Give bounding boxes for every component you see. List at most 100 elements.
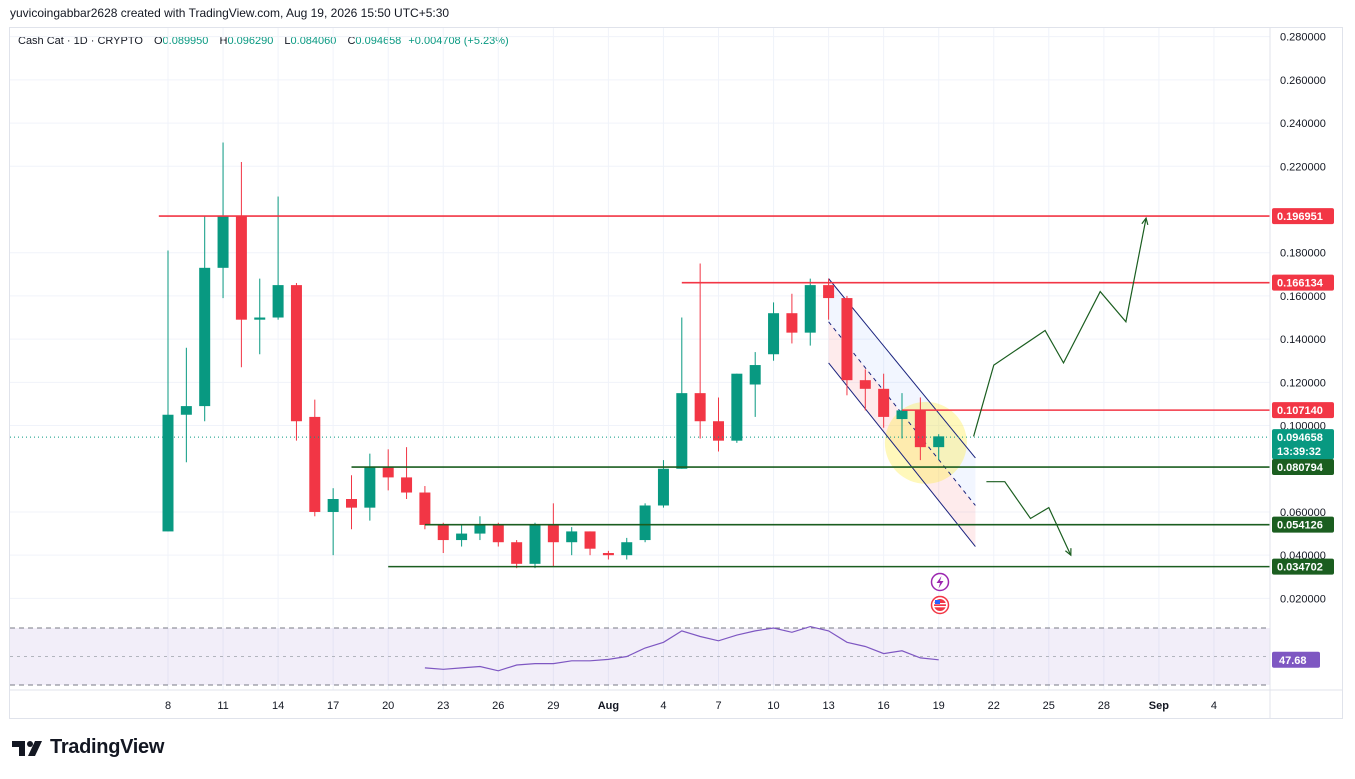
candle (401, 447, 413, 500)
x-tick-label: 14 (272, 700, 284, 712)
rsi-line (424, 625, 939, 672)
y-tick-label: 0.280000 (1280, 32, 1326, 44)
candle (878, 373, 890, 428)
open-key: O (153, 35, 163, 47)
level-price-tag: 0.196951 (1272, 208, 1334, 225)
candle (694, 263, 706, 439)
candle-body (456, 533, 468, 541)
candle (511, 540, 523, 569)
candle (309, 399, 321, 517)
candle-body (254, 317, 266, 320)
candle-body (346, 499, 357, 508)
candle-body (878, 388, 890, 417)
last-price-tag-bg (1272, 429, 1334, 460)
candle-body (731, 373, 743, 441)
level-tag-bg (1272, 274, 1334, 291)
symbol-label[interactable]: Cash Cat · 1D · CRYPTO (18, 35, 143, 47)
candle (162, 250, 174, 532)
lightning-event-icon[interactable] (930, 572, 950, 592)
candle-body (547, 524, 559, 543)
candle-body (162, 414, 174, 532)
candle-body (529, 524, 541, 564)
candle (933, 434, 945, 461)
candle-body (914, 410, 926, 448)
candle (272, 196, 284, 320)
y-tick-label: 0.160000 (1280, 291, 1326, 303)
y-tick-label: 0.140000 (1280, 334, 1326, 346)
candle (584, 531, 596, 556)
x-tick-label: 16 (878, 700, 890, 712)
candle (823, 278, 835, 320)
candle (474, 516, 486, 541)
price-levels (10, 215, 1270, 568)
candle (346, 475, 357, 530)
channel-lower-line (828, 362, 976, 547)
level-tag-label: 0.054126 (1277, 520, 1323, 532)
candle-body (290, 285, 302, 422)
level-price-tag: 0.054126 (1272, 516, 1334, 533)
rsi-tag-label: 47.68 (1279, 655, 1307, 667)
x-tick-label: 17 (327, 700, 339, 712)
candle (602, 550, 614, 560)
x-tick-label: 22 (988, 700, 1000, 712)
candle-body (272, 285, 284, 318)
candle (547, 503, 559, 566)
candle-body (657, 468, 669, 506)
y-tick-label: 0.020000 (1280, 593, 1326, 605)
channel-mid-line (828, 321, 976, 506)
candles (162, 142, 945, 569)
tradingview-logo-icon (12, 740, 42, 756)
candle (657, 460, 669, 508)
chart-frame (9, 27, 1343, 719)
candle (217, 142, 229, 299)
candle (566, 527, 578, 556)
candle-body (199, 267, 211, 407)
y-tick-label: 0.260000 (1280, 75, 1326, 87)
candle (896, 393, 908, 439)
bearish-projection-path (986, 481, 1072, 556)
us-flag-event-icon[interactable] (930, 595, 950, 615)
candle (254, 278, 266, 355)
candle (676, 317, 688, 469)
candle-body (235, 215, 247, 320)
candle (841, 295, 853, 396)
x-tick-label: 7 (715, 700, 721, 712)
last-price-tag: 0.094658 13:39:32 (1272, 429, 1334, 460)
x-tick-label: Aug (598, 700, 619, 712)
x-tick-label: 4 (1211, 700, 1217, 712)
candle (786, 293, 798, 344)
candle-body (492, 524, 504, 543)
level-price-tag: 0.034702 (1272, 558, 1334, 575)
bearish-arrowhead (1065, 548, 1072, 557)
grid-lines (10, 28, 1270, 690)
candle-body (676, 393, 688, 469)
candle (914, 397, 926, 461)
candle (492, 522, 504, 547)
x-tick-label: 25 (1043, 700, 1055, 712)
x-tick-label: 10 (767, 700, 779, 712)
x-tick-label: 23 (437, 700, 449, 712)
y-tick-label: 0.180000 (1280, 248, 1326, 260)
projection-paths (973, 216, 1149, 557)
candle (437, 522, 449, 554)
candle-body (419, 492, 431, 525)
candle-body (584, 531, 596, 549)
candle-body (621, 542, 633, 556)
level-tag-label: 0.107140 (1277, 405, 1323, 417)
candle-body (327, 499, 339, 512)
candle (382, 449, 394, 491)
x-tick-label: 26 (492, 700, 504, 712)
tradingview-brand[interactable]: TradingView (12, 736, 164, 759)
candle (290, 282, 302, 441)
candle-body (694, 393, 706, 422)
y-tick-label: 0.120000 (1280, 377, 1326, 389)
candle-body (401, 477, 413, 493)
candle-body (566, 531, 578, 543)
candle (235, 161, 247, 368)
candle-body (309, 416, 321, 512)
chart-caption: yuvicoingabbar2628 created with TradingV… (10, 6, 450, 20)
rsi-value-tag: 47.68 (1272, 651, 1320, 668)
x-tick-label: 8 (165, 700, 171, 712)
candle (327, 488, 339, 556)
